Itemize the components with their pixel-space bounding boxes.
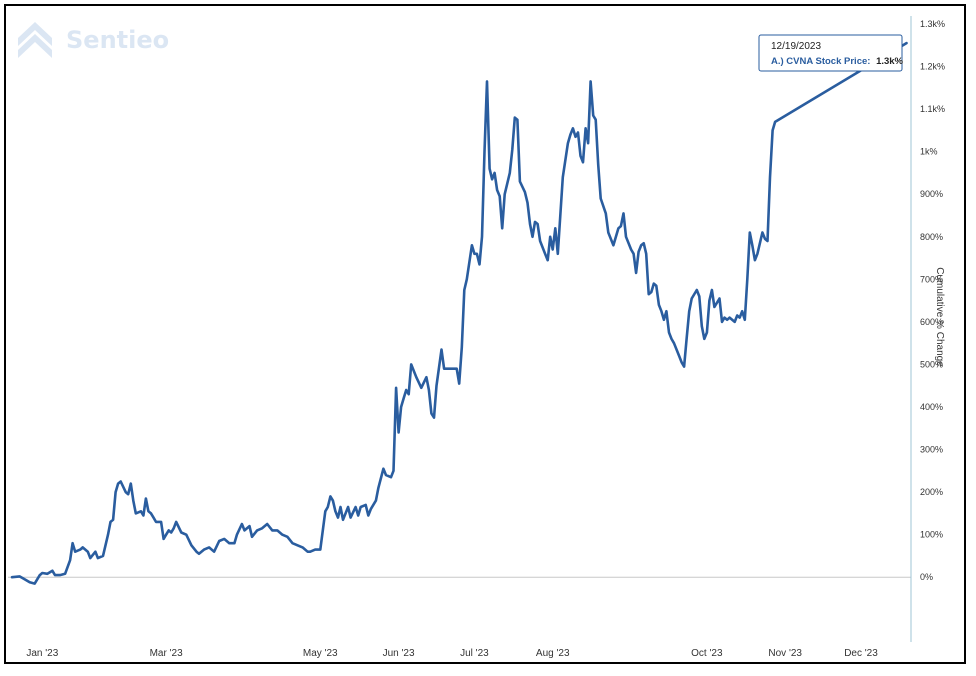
- y-tick-label: 1.1k%: [920, 104, 945, 114]
- y-tick-label: 500%: [920, 359, 943, 369]
- tooltip: 12/19/2023 A.) CVNA Stock Price: 1.3k%: [758, 34, 904, 72]
- x-tick-label: Oct '23: [691, 648, 723, 659]
- y-tick-label: 700%: [920, 274, 943, 284]
- x-tick-label: Nov '23: [768, 648, 802, 659]
- sentieo-logo: Sentieo: [18, 22, 169, 58]
- tooltip-value: 1.3k%: [876, 56, 903, 67]
- y-axis-label: Cumulative % Change: [934, 267, 945, 367]
- x-tick-label: Jul '23: [460, 648, 489, 659]
- brand-name: Sentieo: [66, 26, 169, 54]
- y-tick-label: 800%: [920, 232, 943, 242]
- chart-frame: Sentieo 0% 100% 200% 300% 400% 500% 600% 700% 80…: [4, 4, 966, 664]
- x-axis-ticks: Jan '23 Mar '23 May '23 Jun '23 Jul '23 Aug '…: [26, 648, 878, 659]
- tooltip-box: [758, 34, 903, 72]
- x-tick-label: Aug '23: [536, 648, 570, 659]
- y-tick-label: 400%: [920, 402, 943, 412]
- y-tick-label: 1.2k%: [920, 62, 945, 72]
- x-tick-label: Dec '23: [844, 648, 878, 659]
- line-chart: Sentieo 0% 100% 200% 300% 400% 500% 600% 700% 80…: [8, 16, 945, 659]
- y-tick-label: 300%: [920, 445, 943, 455]
- series-line-cvna: [10, 41, 908, 585]
- y-tick-label: 600%: [920, 317, 943, 327]
- sentieo-chevron-logo-icon: [18, 22, 52, 58]
- tooltip-date: 12/19/2023: [771, 41, 821, 52]
- y-tick-label: 0%: [920, 572, 933, 582]
- x-tick-label: Mar '23: [150, 648, 183, 659]
- tooltip-series-label: A.) CVNA Stock Price: 1.3k%: [771, 56, 904, 67]
- y-tick-label: 200%: [920, 487, 943, 497]
- y-tick-label: 900%: [920, 189, 943, 199]
- y-tick-label: 100%: [920, 530, 943, 540]
- y-axis-ticks: 0% 100% 200% 300% 400% 500% 600% 700% 800% 900% 1k…: [920, 19, 945, 582]
- y-tick-label: 1.3k%: [920, 19, 945, 29]
- x-tick-label: Jun '23: [383, 648, 415, 659]
- y-tick-label: 1k%: [920, 147, 938, 157]
- x-tick-label: Jan '23: [26, 648, 58, 659]
- tooltip-series-name: A.) CVNA Stock Price:: [771, 56, 870, 67]
- x-tick-label: May '23: [303, 648, 338, 659]
